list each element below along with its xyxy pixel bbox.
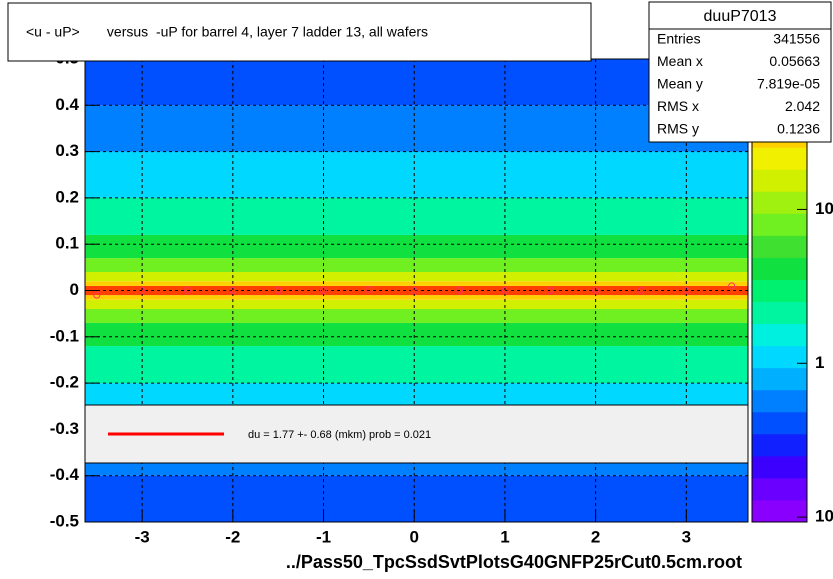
colorbar-segment — [752, 455, 807, 479]
profile-point — [410, 287, 418, 294]
heat-cell — [85, 151, 748, 198]
x-tick-label: -1 — [316, 527, 331, 546]
z-tick-label: 10 — [815, 199, 833, 218]
x-tick-label: 0 — [409, 527, 418, 546]
heat-cell — [85, 309, 748, 323]
x-axis-label: ../Pass50_TpcSsdSvtPlotsG40GNFP25rCut0.5… — [286, 552, 742, 572]
colorbar-segment — [752, 257, 807, 280]
profile-point — [229, 287, 237, 294]
title-box — [7, 2, 592, 62]
chart-title: <u - uP> versus -uP for barrel 4, layer … — [26, 24, 428, 40]
z-tick-label: 1 — [815, 353, 824, 372]
legend: du = 1.77 +- 0.68 (mkm) prob = 0.021 — [84, 404, 749, 464]
profile-point — [456, 287, 464, 294]
y-tick-label: -0.1 — [50, 326, 79, 345]
heat-cell — [85, 197, 748, 235]
legend-text: du = 1.77 +- 0.68 (mkm) prob = 0.021 — [248, 429, 431, 441]
colorbar-segment — [752, 433, 807, 457]
profile-point — [728, 282, 736, 290]
heat-cell — [85, 258, 748, 272]
y-tick-label: 0.2 — [55, 187, 79, 206]
colorbar-segment — [752, 235, 807, 258]
x-tick-label: 3 — [682, 527, 691, 546]
y-tick-label: -0.3 — [50, 419, 79, 438]
x-tick-label: 1 — [500, 527, 509, 546]
heat-cell — [85, 271, 748, 282]
heat-cell — [85, 59, 748, 106]
colorbar-segment — [752, 345, 807, 369]
heat-cell — [85, 234, 748, 259]
profile-point — [365, 286, 373, 294]
stats-label: Entries — [657, 31, 701, 47]
stats-title: duuP7013 — [704, 8, 777, 25]
profile-point — [592, 287, 600, 294]
heat-cell — [85, 475, 748, 522]
heat-cell — [85, 295, 748, 300]
stats-label: Mean x — [657, 53, 703, 69]
colorbar-segment — [752, 367, 807, 391]
profile-point — [637, 287, 645, 294]
profile-point — [501, 287, 509, 294]
y-tick-label: 0.3 — [55, 141, 79, 160]
y-tick-label: 0.4 — [55, 95, 79, 114]
y-tick-label: -0.4 — [50, 465, 80, 484]
colorbar-segment — [752, 499, 807, 523]
heat-cell — [85, 281, 748, 286]
profile-point — [546, 287, 554, 294]
colorbar-segment — [752, 213, 807, 236]
stats-value: 2.042 — [785, 98, 820, 114]
colorbar-segment — [752, 389, 807, 413]
y-tick-label: 0.1 — [55, 234, 79, 253]
profile-point — [682, 287, 690, 294]
colorbar-segment — [752, 411, 807, 435]
colorbar-segment — [752, 169, 807, 192]
colorbar-segment — [752, 279, 807, 303]
z-tick-label: 10 — [815, 507, 833, 526]
profile-point — [138, 287, 146, 294]
profile-point — [320, 287, 328, 294]
colorbar-segment — [752, 477, 807, 501]
profile-point — [274, 287, 282, 294]
stats-label: RMS x — [657, 98, 699, 114]
heat-cell — [85, 105, 748, 152]
heat-cell — [85, 299, 748, 310]
stats-label: Mean y — [657, 76, 703, 92]
x-tick-label: -2 — [225, 527, 240, 546]
colorbar-segment — [752, 191, 807, 214]
y-tick-label: -0.2 — [50, 373, 79, 392]
stats-value: 0.05663 — [769, 53, 820, 69]
stats-value: 7.819e-05 — [757, 76, 820, 92]
stats-value: 341556 — [773, 31, 820, 47]
y-tick-label: 0 — [70, 280, 79, 299]
heat-cell — [85, 322, 748, 347]
stats-label: RMS y — [657, 121, 699, 137]
x-tick-label: 2 — [591, 527, 600, 546]
y-tick-label: -0.5 — [50, 511, 79, 530]
heat-cell — [85, 346, 748, 384]
colorbar-segment — [752, 323, 807, 347]
colorbar-segment — [752, 147, 807, 170]
profile-point — [93, 291, 101, 299]
stats-value: 0.1236 — [777, 121, 820, 137]
stats-box — [648, 1, 832, 143]
profile-point — [183, 287, 191, 294]
colorbar-segment — [752, 301, 807, 325]
x-tick-label: -3 — [135, 527, 150, 546]
